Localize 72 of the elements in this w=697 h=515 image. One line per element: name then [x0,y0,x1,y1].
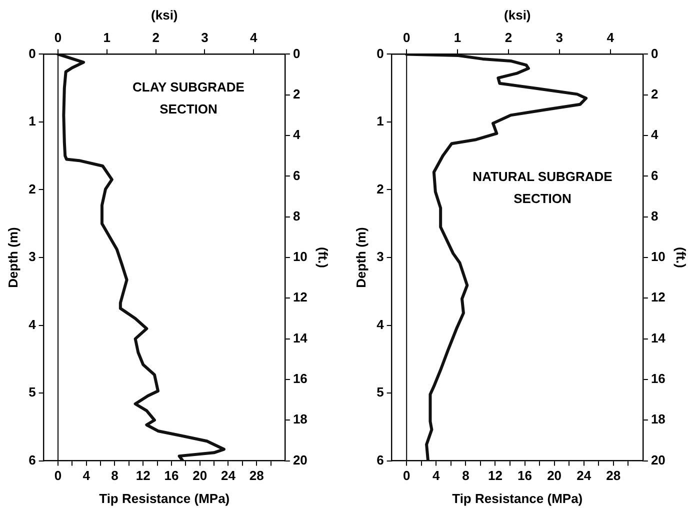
y2-tick-label: 18 [292,412,308,427]
x2-tick-label: 4 [250,30,258,45]
x-tick-label: 16 [164,468,179,484]
x2-tick-label: 2 [504,30,512,45]
x-tick-label: 20 [547,468,562,484]
x2-tick-label: 1 [103,30,111,45]
x2-axis-title: (ksi) [504,7,531,22]
y-axis-title: Depth (m) [5,227,20,288]
y2-tick-label: 4 [650,127,659,142]
y2-tick-label: 12 [292,290,308,305]
y2-tick-label: 14 [650,330,666,346]
x-tick-label: 0 [402,468,410,484]
y2-axis-title: (ft.) [674,247,689,268]
y-tick-label: 6 [376,452,384,468]
x-tick-label: 8 [462,468,470,484]
y-tick-label: 5 [28,384,36,400]
y2-tick-label: 20 [650,452,666,468]
x-tick-label: 24 [576,468,592,484]
y-tick-label: 1 [376,114,384,129]
y-tick-label: 3 [376,249,384,264]
y-tick-label: 0 [28,46,36,61]
x-tick-label: 4 [432,468,441,484]
y2-tick-label: 20 [292,452,308,468]
y2-axis-title: (ft.) [316,247,331,268]
x-tick-label: 28 [249,468,264,484]
y-tick-label: 6 [28,452,36,468]
y2-tick-label: 6 [650,168,658,183]
y2-tick-label: 8 [650,208,658,224]
y-tick-label: 0 [376,46,384,61]
y-tick-label: 4 [376,316,385,332]
y-tick-label: 4 [28,316,37,332]
annotation: CLAY SUBGRADE SECTION [132,80,245,117]
y2-tick-label: 2 [292,86,300,102]
x-tick-label: 20 [192,468,208,484]
y-tick-label: 1 [28,114,36,129]
y-tick-label: 2 [376,181,384,196]
x2-tick-label: 2 [152,30,160,45]
x2-tick-label: 3 [556,30,564,45]
x2-tick-label: 3 [201,30,208,45]
y2-tick-label: 6 [292,168,300,183]
x-tick-label: 16 [518,468,532,484]
y2-tick-label: 16 [292,371,308,386]
x-tick-label: 12 [488,468,502,484]
x-tick-label: 12 [136,468,150,484]
y-axis-title: Depth (m) [353,227,368,288]
y2-tick-label: 16 [650,371,666,386]
x2-axis-title: (ksi) [151,7,178,22]
x-tick-label: 0 [54,468,62,484]
x-tick-label: 8 [111,468,118,484]
y2-tick-label: 10 [650,249,666,264]
y2-tick-label: 8 [292,208,300,224]
x-axis-title: Tip Resistance (MPa) [452,490,583,506]
y2-tick-label: 4 [292,127,301,142]
y2-tick-label: 0 [650,46,658,61]
y-tick-label: 2 [28,181,36,196]
x2-tick-label: 0 [402,30,410,45]
x-tick-label: 24 [220,468,236,484]
x-tick-label: 4 [82,468,91,484]
y2-tick-label: 10 [292,249,308,264]
x2-tick-label: 4 [606,30,615,45]
x-axis-title: Tip Resistance (MPa) [99,490,230,506]
x-tick-label: 28 [606,468,621,484]
x2-tick-label: 1 [454,30,462,45]
x2-tick-label: 0 [54,30,62,45]
y2-tick-label: 0 [292,46,300,61]
annotation: NATURAL SUBGRADE SECTION [472,168,613,206]
y2-tick-label: 12 [650,290,666,305]
y2-tick-label: 18 [650,412,666,427]
y-tick-label: 3 [28,249,36,264]
y2-tick-label: 2 [650,86,658,102]
y2-tick-label: 14 [292,330,308,346]
y-tick-label: 5 [376,384,384,400]
